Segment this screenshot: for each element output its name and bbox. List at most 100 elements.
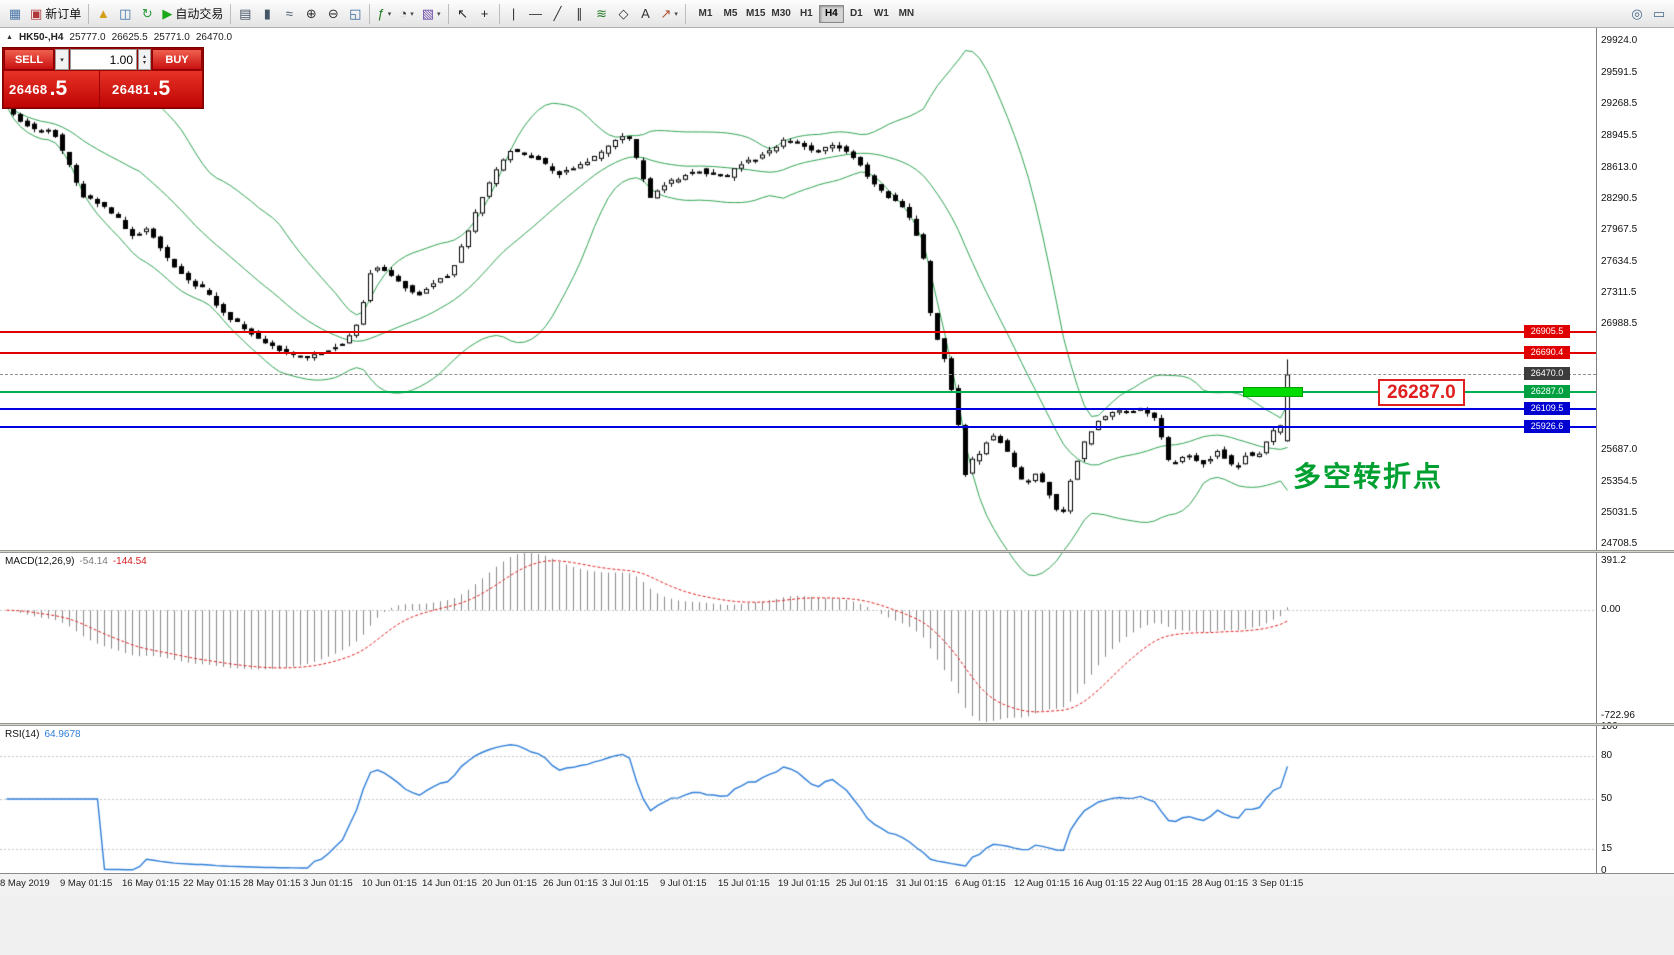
timeframe-m5-button[interactable]: M5 bbox=[723, 8, 738, 19]
support-upper-line[interactable] bbox=[0, 408, 1596, 411]
pivot-price-callout[interactable]: 26287.0 bbox=[1378, 379, 1465, 407]
zoom-in-button[interactable]: ⊕ bbox=[300, 3, 322, 25]
price-axis-label: 29924.0 bbox=[1601, 35, 1638, 47]
auto-trading-label: 自动交易 bbox=[175, 7, 224, 21]
lot-size-input[interactable] bbox=[70, 49, 137, 70]
tile-windows-button[interactable]: ◱ bbox=[344, 3, 366, 25]
time-axis-label: 19 Jul 01:15 bbox=[778, 878, 830, 889]
price-axis[interactable]: 29924.0 29591.5 29268.5 28945.5 28613.0 28290… bbox=[1596, 28, 1674, 876]
timeframe-d1-button[interactable]: D1 bbox=[849, 8, 863, 19]
rsi-axis-label: 0 bbox=[1601, 865, 1607, 876]
buy-price-frac: .5 bbox=[152, 77, 171, 100]
price-axis-label: 28945.5 bbox=[1601, 129, 1638, 141]
search-icon: ◎ bbox=[1631, 6, 1643, 21]
order-type-dropdown[interactable]: ▾ bbox=[55, 49, 69, 70]
chart-window-icon: ▦ bbox=[8, 6, 22, 21]
current-price-line[interactable] bbox=[0, 373, 1596, 375]
fibonacci-icon: ≋ bbox=[596, 6, 607, 21]
trendline-button[interactable]: ╱ bbox=[547, 3, 569, 25]
time-axis[interactable]: 8 May 2019 9 May 01:15 16 May 01:15 22 May … bbox=[0, 873, 1674, 895]
trendline-icon: ╱ bbox=[553, 6, 562, 21]
zoom-out-button[interactable]: ⊖ bbox=[322, 3, 344, 25]
vertical-line-button[interactable]: | bbox=[503, 3, 525, 25]
timeframe-h4-button[interactable]: H4 bbox=[818, 4, 844, 23]
line-chart-button[interactable]: ≈ bbox=[278, 3, 300, 25]
sell-price-button[interactable]: 26468 .5 bbox=[4, 71, 99, 107]
templates-button[interactable]: ▧ ▾ bbox=[418, 3, 445, 25]
cursor-button[interactable]: ↖ bbox=[452, 3, 474, 25]
fibonacci-button[interactable]: ≋ bbox=[591, 3, 613, 25]
timeframe-mn-button[interactable]: MN bbox=[898, 8, 915, 19]
line-chart-icon: ≈ bbox=[285, 6, 293, 21]
timeframe-m30-button[interactable]: M30 bbox=[771, 8, 791, 19]
lot-stepper[interactable]: ▴ ▾ bbox=[138, 49, 151, 70]
rsi-pane-splitter[interactable] bbox=[0, 723, 1674, 726]
periods-button[interactable]: ◔ ▾ bbox=[395, 3, 417, 25]
bar-chart-icon: ▤ bbox=[239, 6, 252, 21]
one-click-collapse-icon[interactable]: ▲ bbox=[6, 34, 13, 41]
time-axis-label: 15 Jul 01:15 bbox=[718, 878, 770, 889]
resistance-upper-line[interactable] bbox=[0, 331, 1596, 334]
text-button[interactable]: A bbox=[635, 3, 657, 25]
equidistant-channel-button[interactable]: ∥ bbox=[569, 3, 591, 25]
chart-properties-button[interactable]: ▭ bbox=[1648, 3, 1670, 25]
chart-window-button[interactable]: ▦ bbox=[4, 3, 26, 25]
buy-price-base: 26481 bbox=[112, 81, 151, 97]
auto-trading-icon: ▶ bbox=[162, 6, 173, 21]
buy-button[interactable]: BUY bbox=[152, 49, 202, 70]
shapes-button[interactable]: ◇ bbox=[613, 3, 635, 25]
arrow-tools-button[interactable]: ↗ ▾ bbox=[657, 3, 682, 25]
new-order-button[interactable]: ▣ 新订单 bbox=[26, 3, 85, 25]
refresh-button[interactable]: ↻ bbox=[136, 3, 158, 25]
support-lower-line[interactable] bbox=[0, 425, 1596, 428]
macd-indicator-label: MACD(12,26,9) -54.14 -144.54 bbox=[5, 556, 147, 567]
timeframe-w1-button[interactable]: W1 bbox=[873, 8, 889, 19]
price-axis-label: 25031.5 bbox=[1601, 507, 1638, 519]
time-axis-label: 26 Jun 01:15 bbox=[543, 878, 598, 889]
candlestick-chart-button[interactable]: ▮ bbox=[256, 3, 278, 25]
time-axis-label: 28 May 01:15 bbox=[243, 878, 301, 889]
rsi-axis-label: 15 bbox=[1601, 843, 1613, 855]
sell-button[interactable]: SELL bbox=[4, 49, 54, 70]
resistance-lower-price-tag: 26690.4 bbox=[1524, 346, 1570, 360]
time-axis-label: 25 Jul 01:15 bbox=[836, 878, 888, 889]
pivot-highlight-segment[interactable] bbox=[1243, 387, 1303, 398]
refresh-icon: ↻ bbox=[141, 6, 153, 21]
pivot-annotation-text[interactable]: 多空转折点 bbox=[1293, 461, 1444, 492]
chevron-up-icon: ▴ bbox=[142, 53, 146, 60]
price-axis-label: 29268.5 bbox=[1601, 98, 1638, 110]
buy-price-button[interactable]: 26481 .5 bbox=[100, 71, 202, 107]
auto-trading-button[interactable]: ▶ 自动交易 bbox=[158, 3, 227, 25]
bar-chart-button[interactable]: ▤ bbox=[234, 3, 256, 25]
market-watch-button[interactable]: ◫ bbox=[114, 3, 136, 25]
search-button[interactable]: ◎ bbox=[1626, 3, 1648, 25]
current-price-price-tag: 26470.0 bbox=[1524, 367, 1570, 381]
time-axis-label: 12 Aug 01:15 bbox=[1014, 878, 1070, 889]
macd-name: MACD(12,26,9) bbox=[5, 556, 75, 567]
alerts-button[interactable]: ▲ bbox=[92, 3, 114, 25]
macd-axis-label: 391.2 bbox=[1601, 555, 1627, 566]
time-axis-label: 22 Aug 01:15 bbox=[1132, 878, 1188, 889]
resistance-lower-line[interactable] bbox=[0, 352, 1596, 355]
indicators-button[interactable]: ƒ ▾ bbox=[373, 3, 395, 25]
toolbar: ▦ ▣ 新订单 ▲ ◫ ↻ ▶ 自动交易 ▤ ▮ ≈ ⊕ ⊖ ◱ ƒ ▾ ◔ ▾ ▧ ▾ ↖ + | — ╱ ∥ ≋ ◇ A ↗ ▾ M1 M5… bbox=[0, 0, 1674, 28]
pivot-level-line[interactable] bbox=[0, 391, 1596, 394]
pivot-level-price-tag: 26287.0 bbox=[1524, 385, 1570, 399]
bar-close-value: 26470.0 bbox=[195, 32, 233, 43]
toolbar-separator bbox=[447, 3, 449, 24]
time-axis-label: 3 Jun 01:15 bbox=[303, 878, 353, 889]
macd-pane-splitter[interactable] bbox=[0, 550, 1674, 553]
rsi-indicator-label: RSI(14) 64.9678 bbox=[5, 729, 81, 740]
equidistant-channel-icon: ∥ bbox=[576, 6, 583, 21]
arrow-tools-icon: ↗ bbox=[660, 6, 672, 21]
timeframe-h1-button[interactable]: H1 bbox=[799, 8, 813, 19]
timeframe-m15-button[interactable]: M15 bbox=[745, 8, 766, 19]
toolbar-separator bbox=[88, 3, 90, 24]
chevron-down-icon: ▾ bbox=[387, 10, 392, 18]
horizontal-line-button[interactable]: — bbox=[525, 3, 547, 25]
candlestick-chart-icon: ▮ bbox=[263, 6, 271, 21]
crosshair-button[interactable]: + bbox=[474, 3, 496, 25]
timeframe-m1-button[interactable]: M1 bbox=[698, 8, 713, 19]
